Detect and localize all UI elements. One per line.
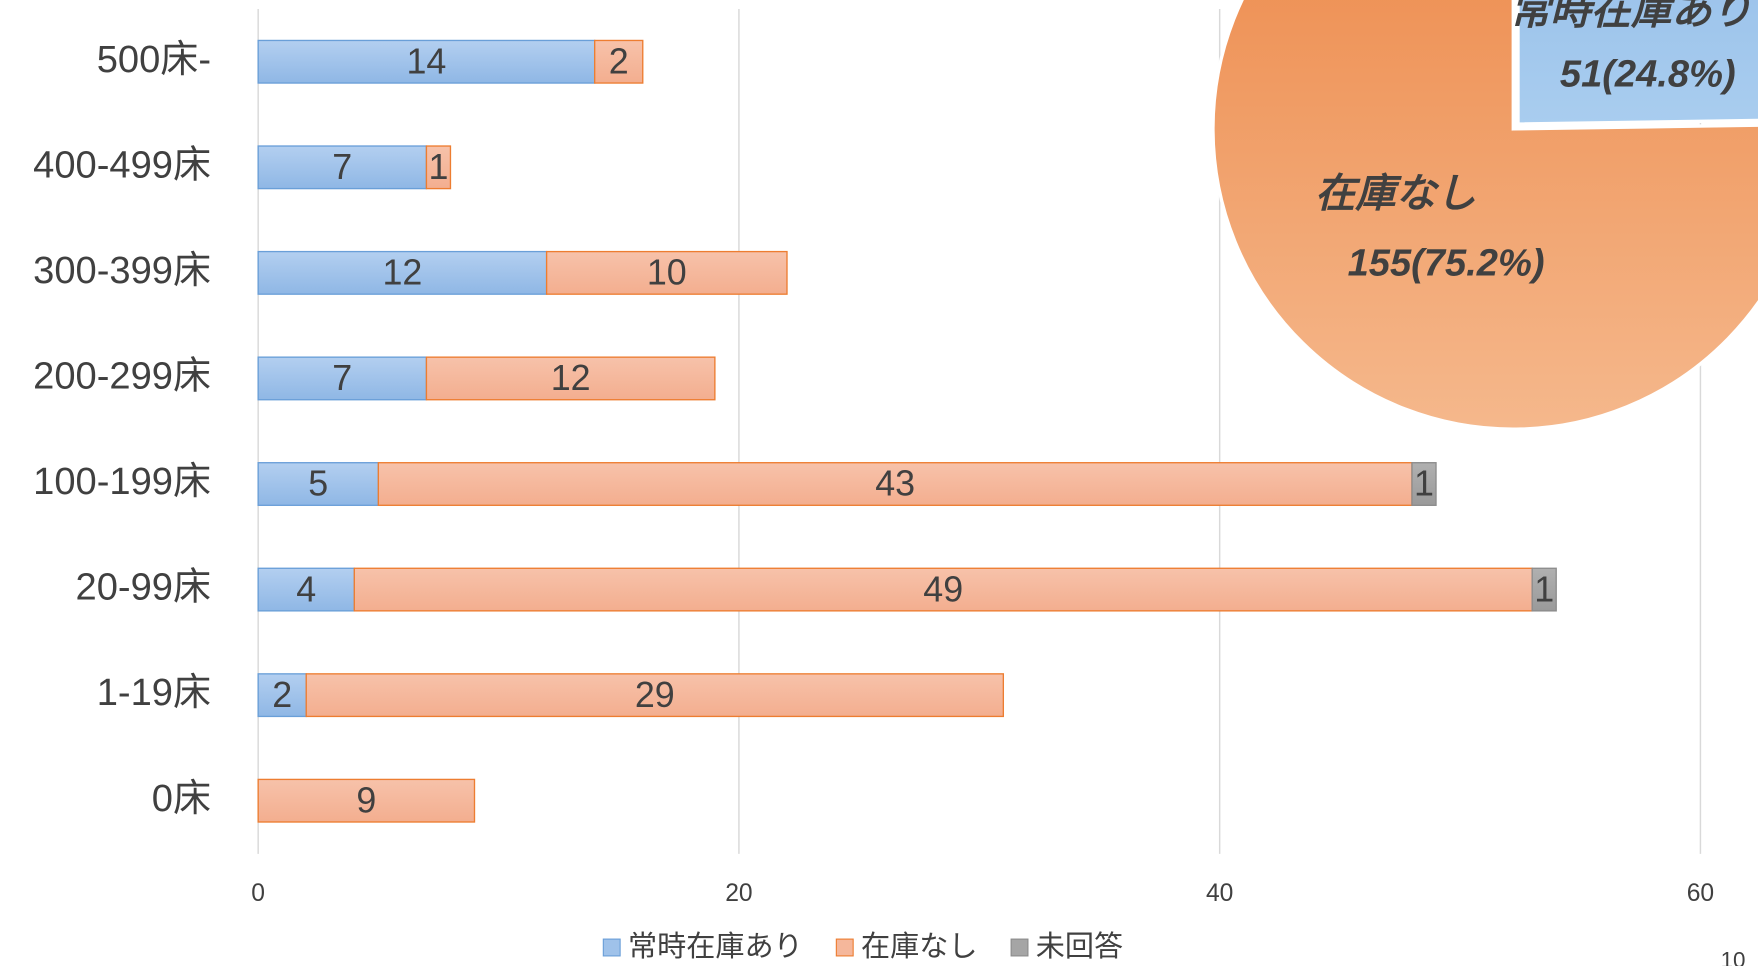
data-label: 5 [308, 464, 328, 504]
x-tick-label: 40 [1206, 880, 1233, 907]
bar-segment [353, 567, 1533, 612]
x-tick-label: 0 [251, 880, 265, 907]
pie-label: 在庫なし [1315, 170, 1476, 216]
data-label: 2 [609, 41, 629, 81]
y-tick-label: 200-299床 [33, 355, 211, 398]
data-label: 7 [332, 358, 352, 398]
pie-value-label: 155(75.2%) [1348, 243, 1545, 285]
legend-label: 未回答 [1036, 930, 1123, 963]
data-label: 10 [647, 253, 687, 293]
data-label: 1 [1534, 569, 1554, 609]
data-label: 29 [635, 675, 675, 715]
bar-segment [257, 778, 476, 823]
y-tick-label: 20-99床 [76, 566, 212, 609]
x-tick-label: 60 [1687, 880, 1714, 907]
legend-swatch [602, 938, 621, 957]
data-label: 49 [923, 569, 963, 609]
data-label: 2 [272, 675, 292, 715]
y-tick-label: 1-19床 [97, 671, 211, 714]
bar-segment [425, 145, 452, 190]
data-label: 4 [296, 569, 316, 609]
y-tick-label: 400-499床 [33, 143, 211, 186]
y-tick-label: 300-399床 [33, 249, 211, 292]
pie-slice [1211, 0, 1758, 431]
data-label: 12 [551, 358, 591, 398]
x-tick-label: 20 [725, 880, 752, 907]
data-label: 1 [1414, 464, 1434, 504]
pie-slice [1516, 0, 1758, 126]
bar-segment [1531, 567, 1557, 612]
bar-segment [545, 250, 788, 295]
bar-segment [594, 39, 644, 84]
bar-segment [257, 462, 380, 506]
data-label: 12 [382, 253, 422, 293]
y-tick-label: 0床 [152, 777, 211, 820]
page-number: 10 [1721, 947, 1746, 966]
pie-label: 常時在庫あり [1510, 0, 1752, 33]
bar-segment [305, 673, 1005, 718]
bar-segment [257, 250, 548, 295]
bar-segment [257, 39, 596, 84]
bar-segment [257, 145, 428, 190]
y-tick-label: 500床- [97, 38, 211, 81]
bar-segment [257, 673, 307, 718]
legend-label: 在庫なし [861, 930, 978, 963]
legend-swatch [1010, 938, 1029, 957]
pie-chart: 常時在庫あり 51(24.8%) 在庫なし 155(75.2%) [1211, 0, 1758, 431]
data-label: 14 [406, 41, 446, 81]
legend-label: 常時在庫あり [628, 930, 803, 963]
bar-segment [1411, 462, 1437, 506]
data-label: 7 [332, 147, 352, 187]
y-tick-label: 100-199床 [33, 460, 211, 503]
bar-segment [377, 462, 1413, 506]
data-label: 43 [875, 464, 915, 504]
data-label: 9 [356, 780, 376, 820]
data-label: 1 [428, 147, 448, 187]
bar-segment [425, 356, 716, 401]
pie-value-label: 51(24.8%) [1560, 53, 1736, 95]
legend-swatch [835, 938, 854, 957]
